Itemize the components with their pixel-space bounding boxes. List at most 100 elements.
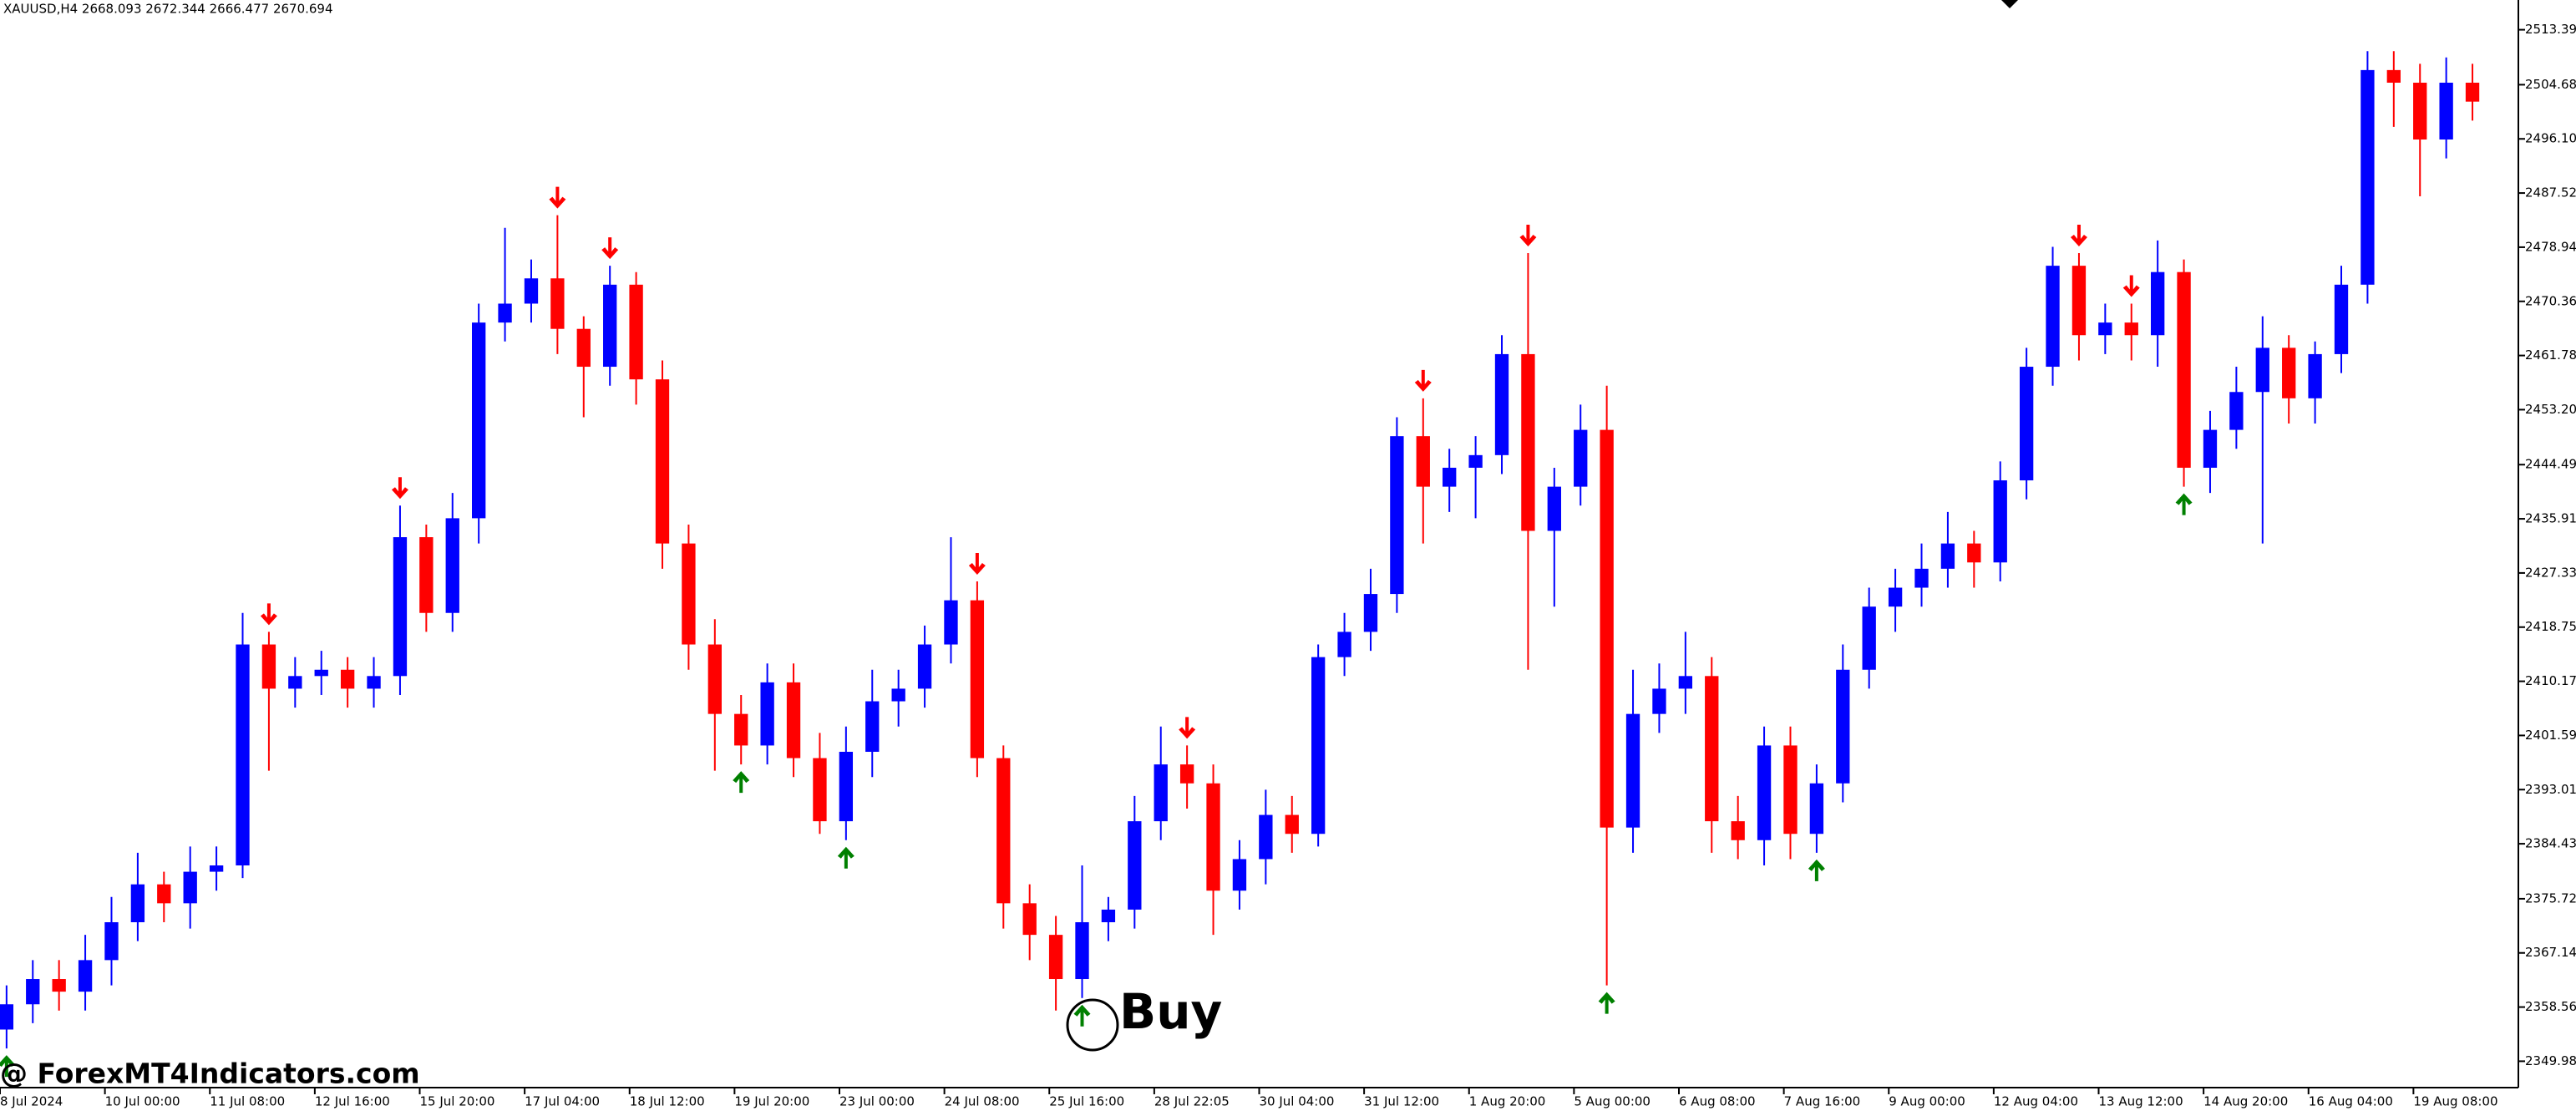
buy-arrow [2175,493,2193,515]
y-tick-label: 2375.720 [2525,890,2576,906]
sell-arrow [391,477,408,500]
candle-body [0,1004,14,1030]
x-tick-label: 1 Aug 20:00 [1469,1094,1546,1109]
candle-body [1101,909,1116,923]
candle-body [1390,436,1404,595]
x-tick-label: 12 Jul 16:00 [315,1094,390,1109]
candle-body [1783,745,1798,835]
candle-body [1154,764,1168,822]
candle-body [340,669,355,689]
buy-arrow [1598,992,1615,1014]
shift-marker [2001,0,2018,8]
candle-body [471,322,486,519]
candle-body [760,682,774,746]
candle-body [2334,284,2349,354]
candle-body [1625,713,1640,828]
candle-body [786,682,801,758]
candle-body [130,884,145,923]
candle-body [1337,632,1351,657]
sell-arrow [549,186,566,209]
candle-body [236,644,250,866]
candle-body [2203,429,2218,468]
candle-body [1757,745,1772,840]
candle-body [603,284,617,368]
candle-body [1285,814,1299,835]
x-tick-label: 18 Jul 12:00 [630,1094,705,1109]
sell-arrow [260,603,277,626]
candle-body [2439,82,2453,140]
sell-arrow [1179,717,1196,739]
candle-body [707,644,722,714]
candle-body [314,669,328,677]
x-tick-label: 19 Aug 08:00 [2413,1094,2497,1109]
candle-body [498,303,512,323]
candle-body [576,328,591,368]
candle-body [419,537,434,613]
candle-body [52,979,66,992]
sell-arrow [968,552,986,575]
candle-body [1022,903,1037,936]
x-tick-label: 17 Jul 04:00 [525,1094,600,1109]
candle-body [288,676,302,689]
x-tick-label: 12 Aug 04:00 [1994,1094,2078,1109]
candle-body [813,758,827,822]
sell-arrow [2122,275,2140,297]
buy-arrow [1808,859,1825,881]
candle-body [183,871,197,904]
y-tick-label: 2418.750 [2525,619,2576,634]
candle-body [970,600,985,758]
sell-arrow [1519,225,1537,247]
candle-body [1416,436,1430,487]
candle-body [1494,353,1509,455]
candle-body [1259,814,1273,860]
candle-body [1836,669,1850,784]
candle-body [2124,322,2138,336]
y-tick-label: 2496.100 [2525,131,2576,146]
x-tick-label: 25 Jul 16:00 [1049,1094,1124,1109]
x-tick-label: 14 Aug 20:00 [2203,1094,2288,1109]
candle-body [996,758,1011,904]
candle-body [655,379,670,544]
y-tick-label: 2470.360 [2525,293,2576,308]
plot-area [0,51,2480,1078]
candle-body [2465,82,2480,102]
buy-annotation: Buy [1119,983,1222,1040]
candle-body [1809,783,1824,835]
candle-body [524,278,539,304]
candle-body [1128,821,1142,910]
x-tick-label: 11 Jul 08:00 [210,1094,285,1109]
candle-body [1075,922,1089,980]
candle-body [1547,486,1561,531]
sell-arrow [601,237,619,260]
candle-body [2019,367,2034,481]
buy-circle [1066,998,1119,1052]
candle-body [1678,676,1693,689]
candle-body [1206,783,1220,891]
candle-body [2177,271,2191,468]
candle-body [261,644,276,689]
x-tick-label: 24 Jul 08:00 [945,1094,1020,1109]
y-tick-label: 2358.560 [2525,999,2576,1014]
buy-arrow [733,771,750,794]
y-tick-label: 2349.980 [2525,1053,2576,1068]
y-tick-label: 2444.490 [2525,457,2576,472]
candle-body [1914,568,1929,588]
x-tick-label: 31 Jul 12:00 [1364,1094,1439,1109]
x-tick-label: 28 Jul 22:05 [1154,1094,1230,1109]
candle-body [1731,821,1745,840]
candle-body [2308,353,2322,398]
candle-body [1574,429,1588,487]
candle-body [78,960,93,992]
y-tick-label: 2461.780 [2525,348,2576,363]
x-tick-label: 16 Aug 04:00 [2309,1094,2393,1109]
candle-body [1862,606,1876,670]
x-tick-label: 19 Jul 20:00 [734,1094,809,1109]
candle-body [891,688,905,702]
candle-body [1179,764,1194,784]
candle-body [917,644,932,689]
candle-body [1468,454,1483,468]
y-tick-label: 2410.170 [2525,673,2576,688]
candle-body [839,751,854,822]
candle-body [367,676,381,689]
